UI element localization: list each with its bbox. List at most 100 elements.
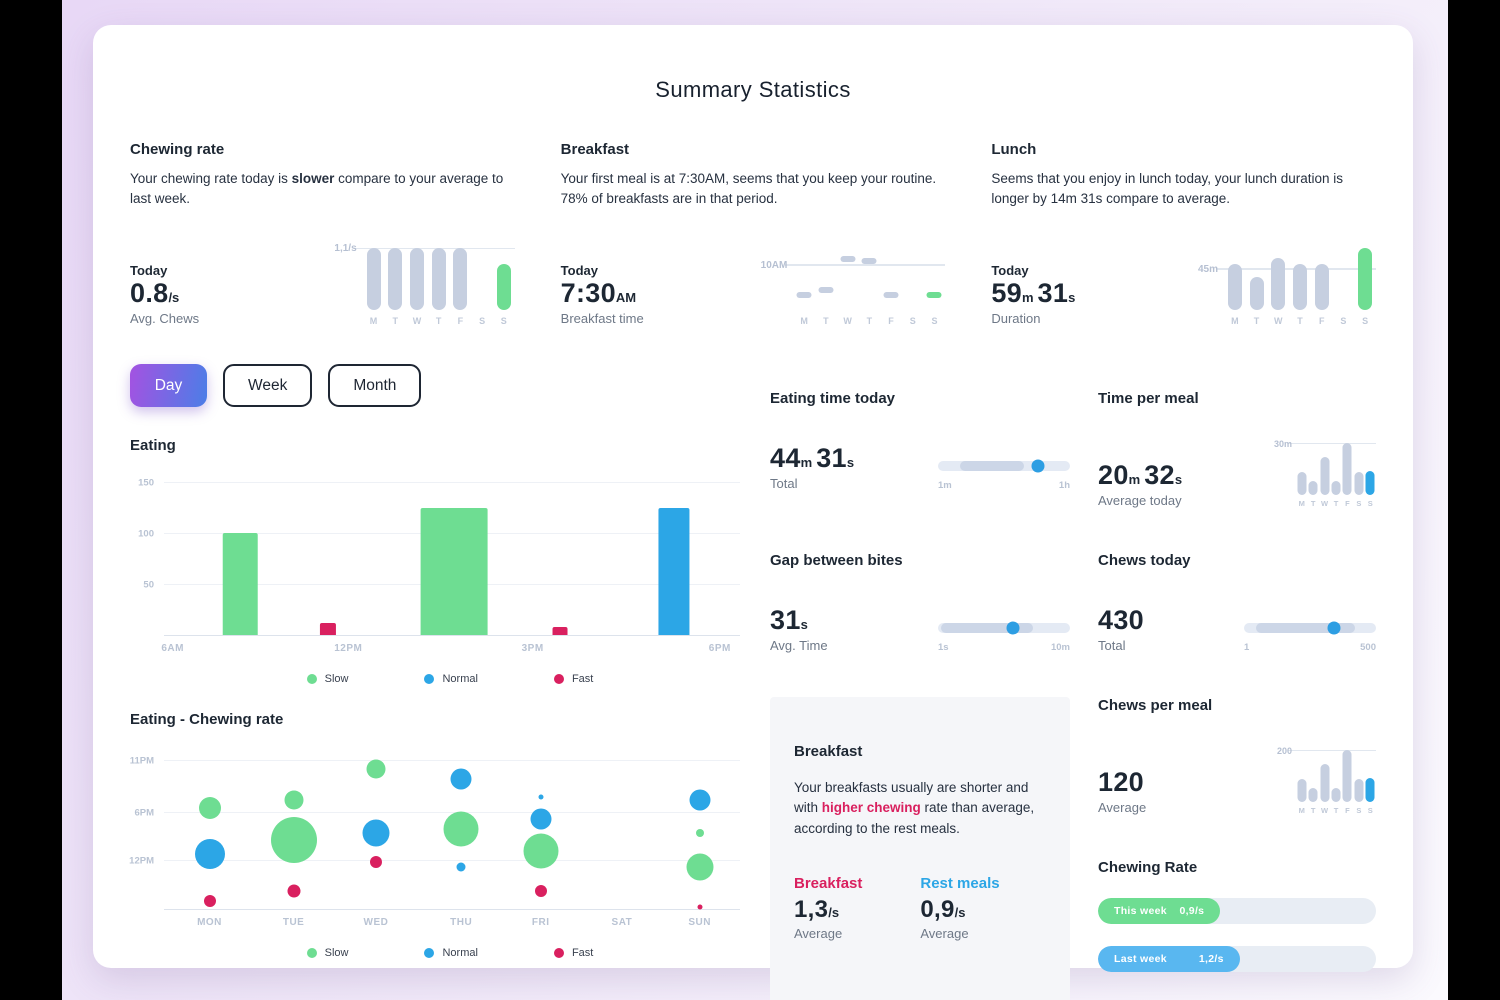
day-bar [1249, 277, 1264, 311]
stat-value: 7:30 [560, 278, 616, 309]
summary-card-lunch: Lunch Seems that you enjoy in lunch toda… [991, 141, 1376, 326]
eating-bar-slow[interactable] [222, 533, 258, 636]
day-slot [880, 248, 902, 310]
eating-bar-fast[interactable] [552, 626, 568, 636]
stats-column: Eating time today 44m 31s Total 1m 1h Time… [770, 364, 1376, 1000]
meal-bubble-slow[interactable] [284, 790, 304, 810]
stat-figure: 31s [770, 605, 828, 636]
gridline [164, 811, 740, 813]
weekly-mini-chart: 30m M T W T F S S [1264, 439, 1376, 508]
legend-dot [424, 948, 435, 959]
gridline [164, 860, 740, 862]
legend-label: Normal [442, 673, 478, 686]
day-label: T [1297, 316, 1303, 327]
mini-chart-columns [1296, 750, 1376, 803]
meal-bubble-slow[interactable] [686, 853, 714, 881]
day-label: F [1345, 806, 1350, 816]
x-axis-label: 3PM [521, 643, 544, 655]
toggle-month[interactable]: Month [328, 364, 422, 408]
meal-bubble-fast[interactable] [534, 884, 547, 897]
meal-bubble-fast[interactable] [369, 856, 382, 869]
toggle-day[interactable]: Day [130, 364, 207, 408]
stat-caption: Average today [1098, 493, 1182, 509]
stat-title: Eating time today [770, 390, 896, 408]
slider-handle[interactable] [1327, 621, 1341, 635]
meal-bubble-normal[interactable] [530, 808, 552, 830]
slider-track[interactable] [1244, 621, 1376, 635]
meal-bubble-normal[interactable] [362, 819, 390, 847]
day-bar [1358, 248, 1373, 311]
eating-bar-fast[interactable] [319, 622, 336, 636]
day-slot [1311, 248, 1333, 311]
progress-fill: Last week 1,2/s [1098, 946, 1240, 973]
meal-bubble-normal[interactable] [450, 768, 472, 790]
summary-cards-row: Chewing rate Your chewing rate today is … [130, 141, 1376, 326]
meal-bubble-slow[interactable] [366, 759, 386, 779]
breakfast-insight-card: Breakfast Your breakfasts usually are sh… [770, 697, 1070, 1000]
chewing-rate-bubble-chart: 11PM 6PM 12PM MON TUE WED THU FRI SAT SUN [129, 750, 740, 933]
meal-bubble-slow[interactable] [523, 833, 559, 869]
chewing-rate-bars: This week 0,9/s Last week 1,2/s [1098, 898, 1376, 973]
eating-bar-slow[interactable] [420, 507, 488, 636]
stat-unit: s [1068, 290, 1076, 306]
page-title: Summary Statistics [655, 77, 851, 102]
eating-time-slider: 1m 1h [938, 459, 1070, 491]
day-bar [1331, 480, 1341, 496]
mini-chart-axis-label: 200 [1276, 746, 1292, 757]
slider-track[interactable] [938, 459, 1070, 473]
legend-item-normal[interactable]: Normal [424, 673, 478, 686]
day-slot [428, 248, 450, 311]
x-axis: MON TUE WED THU FRI SAT SUN [164, 917, 740, 933]
eating-bar-normal[interactable] [658, 507, 690, 636]
meal-bubble-normal[interactable] [456, 862, 466, 872]
mini-chart-plot: 1,1/s [334, 243, 515, 311]
day-bar [1342, 750, 1352, 803]
text-segment: rate than average, according to the rest… [794, 800, 1035, 836]
day-slot [471, 248, 493, 310]
gridline [164, 482, 740, 484]
y-axis-label: 6PM [134, 807, 154, 819]
slider-max-label: 500 [1360, 642, 1376, 654]
legend-item-slow[interactable]: Slow [306, 673, 349, 686]
slider-track[interactable] [938, 621, 1070, 635]
meal-bubble-slow[interactable] [270, 816, 317, 863]
stat-title: Time per meal [1098, 390, 1199, 408]
meal-bubble-normal[interactable] [538, 794, 544, 800]
meal-bubble-normal[interactable] [194, 839, 225, 870]
meal-bubble-fast[interactable] [203, 895, 216, 908]
stat-value-block: 430 Total [1098, 605, 1144, 653]
meal-bubble-normal[interactable] [689, 789, 711, 811]
day-slot [1365, 750, 1376, 803]
legend-item-fast[interactable]: Fast [553, 947, 593, 959]
meal-bubble-fast[interactable] [287, 884, 301, 898]
text-segment: compare to your average to last week. [130, 171, 504, 206]
meal-bubble-fast[interactable] [697, 904, 703, 910]
mini-chart-columns [363, 248, 515, 311]
gap-between-bites-slider: 1s 10m [938, 621, 1070, 653]
weekly-mini-chart: 10AM M T W T F S S [749, 248, 946, 327]
chart-legend: Slow Normal Fast [130, 947, 770, 959]
meal-bubble-slow[interactable] [695, 829, 704, 838]
legend-item-normal[interactable]: Normal [424, 947, 478, 959]
meal-bubble-slow[interactable] [198, 796, 221, 819]
weekly-mini-chart: 1,1/s M T W T F S S [319, 243, 515, 326]
slider-handle[interactable] [1031, 459, 1045, 473]
day-slot [1289, 248, 1311, 311]
day-slot [493, 248, 515, 311]
insight-col-label: Breakfast [794, 874, 863, 892]
legend-item-slow[interactable]: Slow [306, 947, 348, 959]
slider-handle[interactable] [1006, 621, 1020, 635]
stat-figure: 59m 31s [991, 278, 1079, 309]
bubble-chart-plot: 11PM 6PM 12PM [129, 750, 740, 911]
meal-bubble-slow[interactable] [443, 811, 479, 847]
toggle-week[interactable]: Week [223, 364, 313, 408]
legend-item-fast[interactable]: Fast [553, 673, 593, 685]
day-slot [1333, 248, 1355, 310]
mini-chart-plot: 45m [1198, 248, 1376, 311]
stat-title: Gap between bites [770, 552, 903, 570]
stat-caption: Breakfast time [560, 311, 644, 327]
day-slot [384, 248, 406, 311]
legend-label: Slow [324, 673, 349, 686]
day-label: M [800, 316, 808, 327]
